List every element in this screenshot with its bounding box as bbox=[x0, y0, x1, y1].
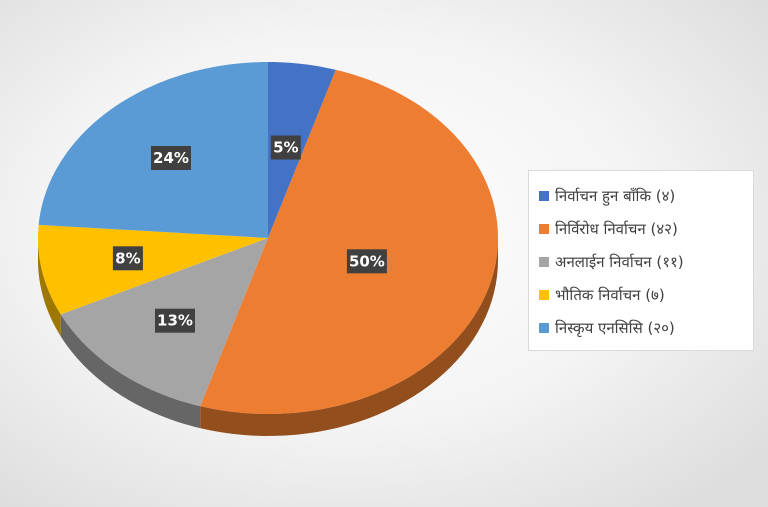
legend-swatch bbox=[539, 322, 549, 333]
data-label-text: 24% bbox=[153, 149, 189, 167]
pie-side bbox=[200, 238, 498, 436]
pie-slices bbox=[38, 62, 498, 414]
data-labels: 5% 50% 13% 8% 24% bbox=[112, 135, 387, 333]
data-label: 50% bbox=[346, 249, 387, 274]
data-label-box bbox=[270, 135, 301, 160]
legend-swatch bbox=[539, 190, 549, 201]
pie-side bbox=[60, 314, 201, 429]
data-label-box bbox=[151, 146, 191, 170]
legend-item: भौतिक निर्वाचन (७) bbox=[539, 278, 743, 311]
data-label-text: 8% bbox=[115, 249, 140, 267]
data-label-text: 50% bbox=[349, 252, 385, 270]
legend-label: निर्विरोध निर्वाचन (४२) bbox=[555, 219, 678, 238]
pie-slice bbox=[38, 224, 268, 315]
data-label: 13% bbox=[155, 308, 195, 333]
pie-slice bbox=[200, 69, 498, 414]
legend-label: निस्कृय एनसिसि (२०) bbox=[555, 318, 675, 337]
legend-item: निस्कृय एनसिसि (२०) bbox=[539, 311, 743, 344]
data-label: 8% bbox=[112, 246, 143, 271]
pie-side bbox=[38, 238, 61, 337]
pie-sides bbox=[38, 238, 498, 436]
data-label: 24% bbox=[151, 146, 191, 170]
data-label-box bbox=[346, 249, 387, 274]
legend-item: निर्विरोध निर्वाचन (४२) bbox=[539, 212, 743, 245]
data-label-box bbox=[112, 246, 143, 271]
data-label: 5% bbox=[270, 135, 301, 160]
legend-label: भौतिक निर्वाचन (७) bbox=[555, 285, 665, 304]
legend-label: निर्वाचन हुन बाँकि (४) bbox=[555, 186, 676, 205]
legend-swatch bbox=[539, 256, 549, 267]
legend: निर्वाचन हुन बाँकि (४) निर्विरोध निर्वाच… bbox=[528, 170, 754, 351]
legend-swatch bbox=[539, 289, 549, 300]
pie-slice bbox=[268, 62, 336, 238]
data-label-text: 5% bbox=[273, 139, 298, 157]
legend-label: अनलाईन निर्वाचन (११) bbox=[555, 252, 684, 271]
data-label-text: 13% bbox=[157, 312, 193, 330]
legend-item: अनलाईन निर्वाचन (११) bbox=[539, 245, 743, 278]
legend-item: निर्वाचन हुन बाँकि (४) bbox=[539, 179, 743, 212]
legend-swatch bbox=[539, 223, 549, 234]
data-label-box bbox=[155, 308, 195, 333]
